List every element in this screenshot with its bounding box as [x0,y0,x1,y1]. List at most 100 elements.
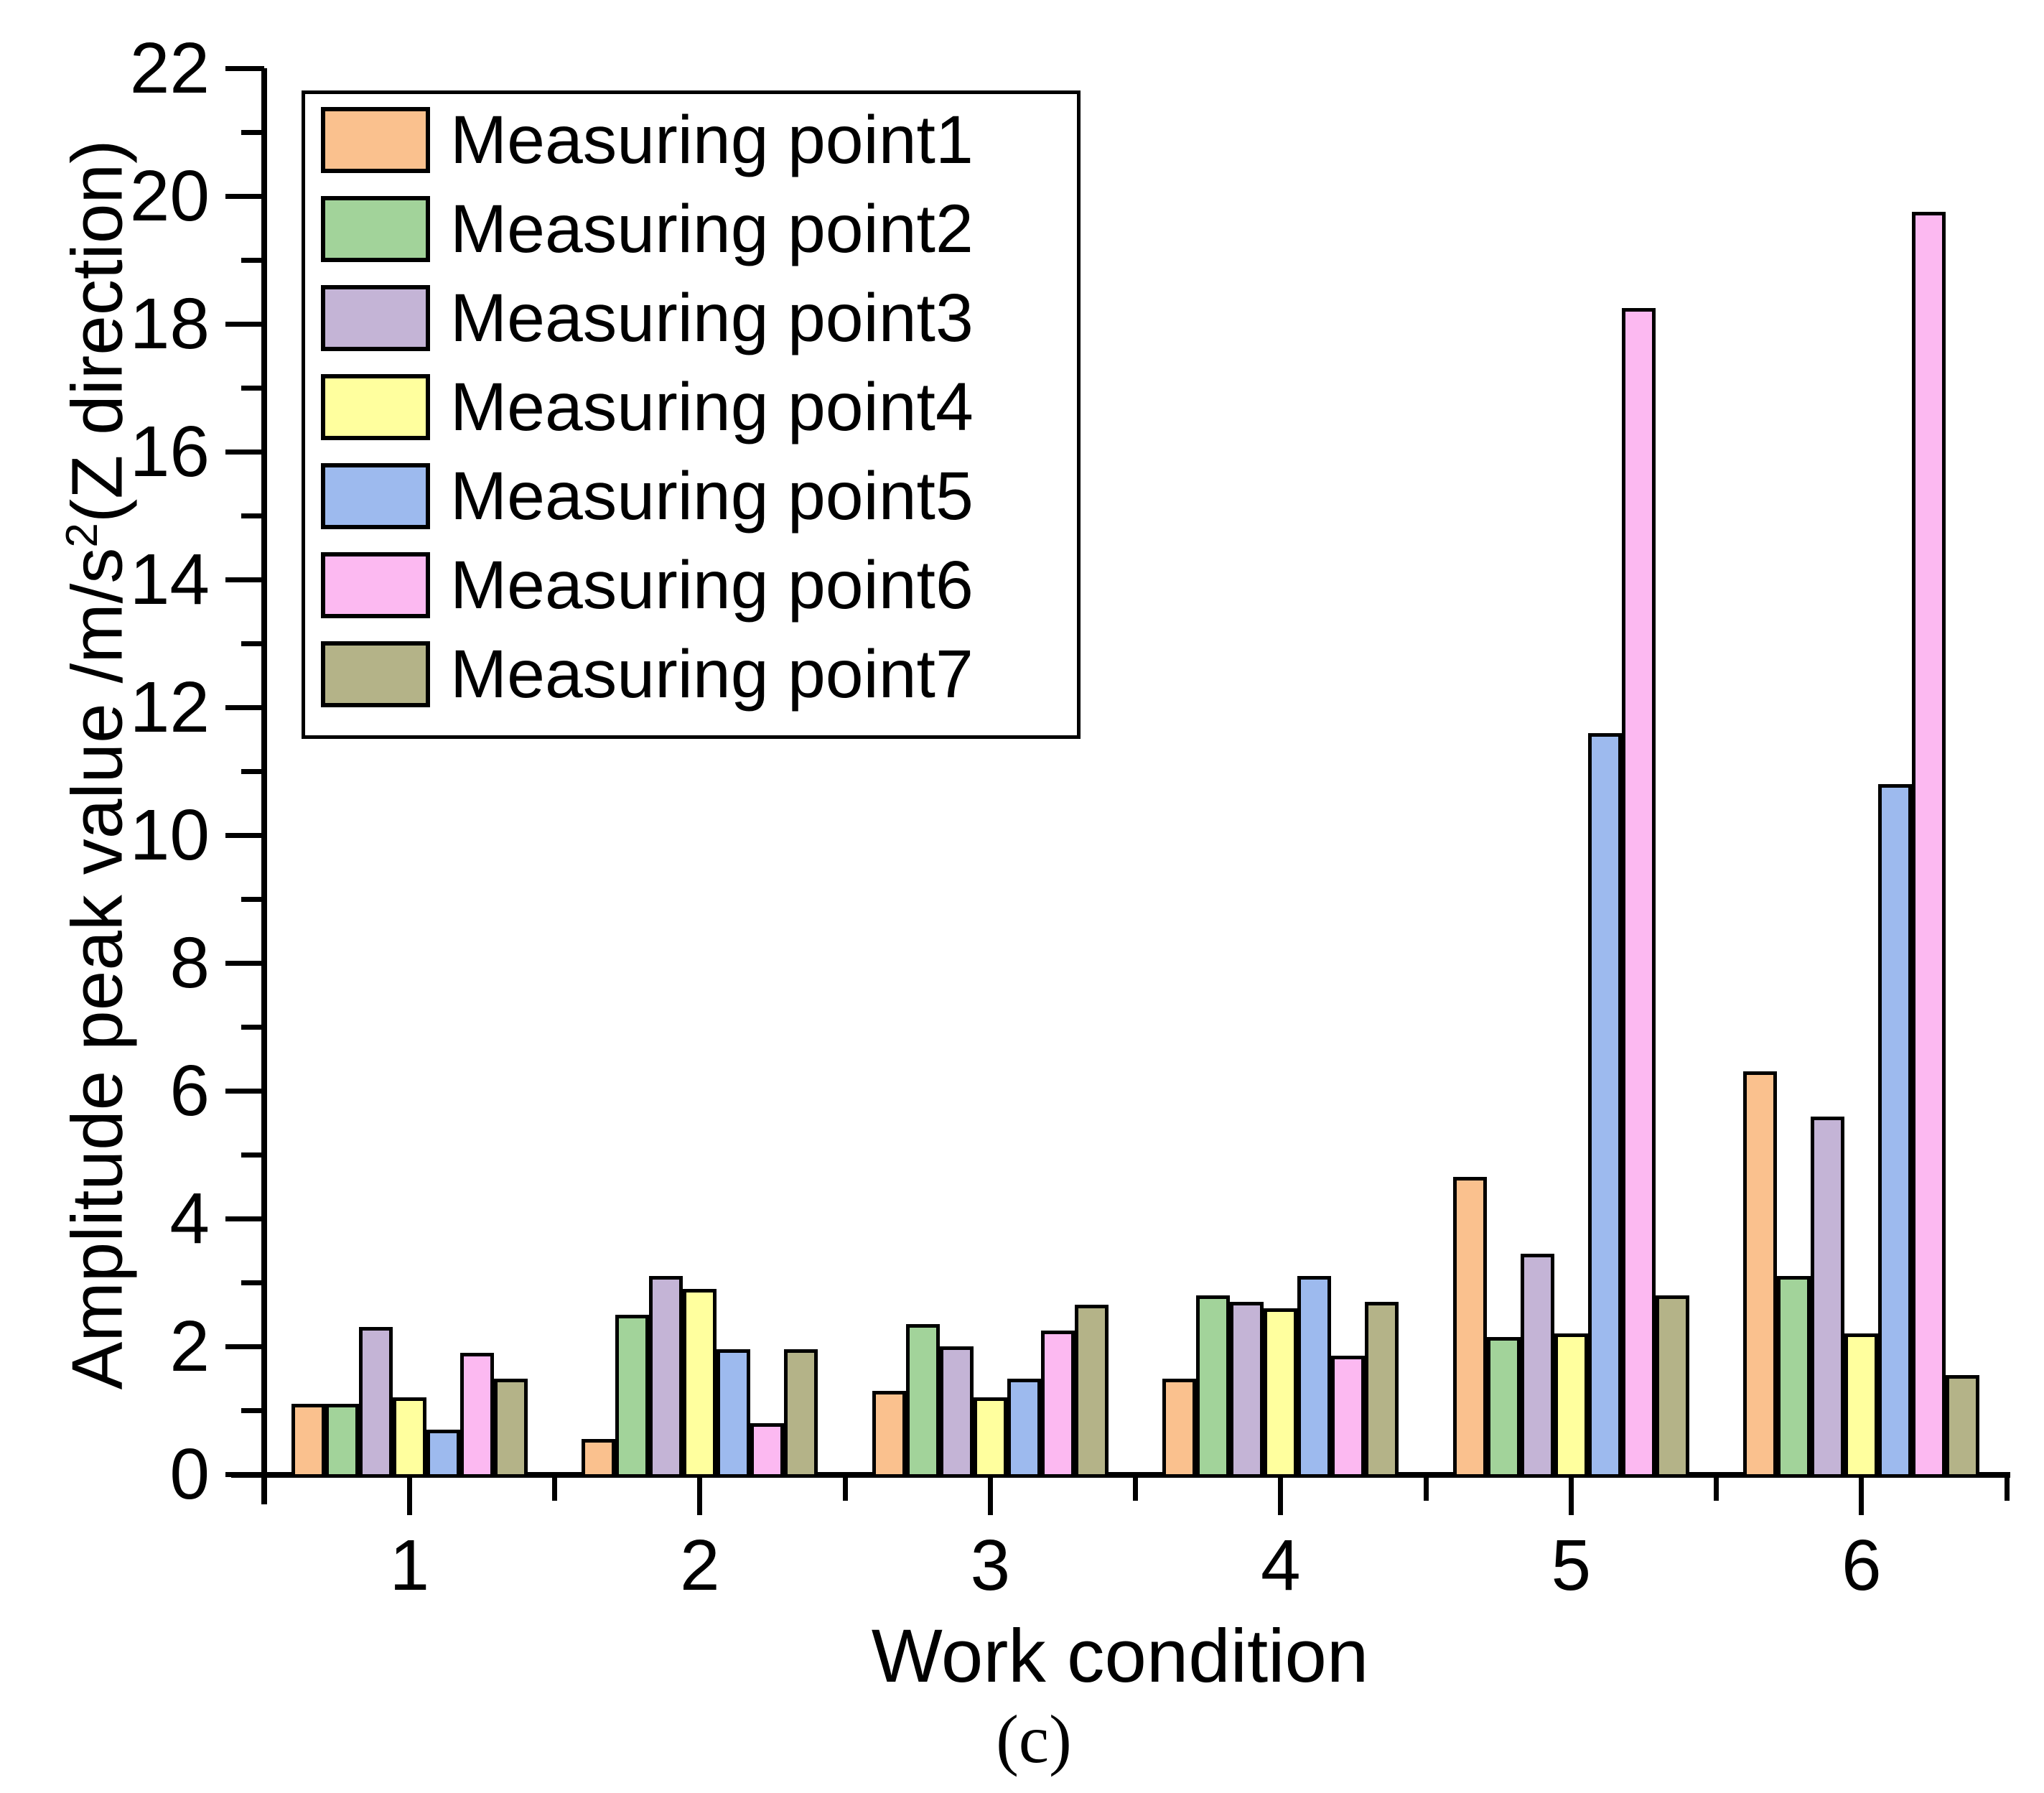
bar-measuring-point2-wc3 [905,1323,940,1478]
legend-box: Measuring point1 Measuring point2 Measurin… [302,90,1081,739]
x-tick-label: 4 [1260,1525,1301,1606]
x-tick-minor [1714,1476,1719,1501]
y-tick-label: 16 [129,411,210,492]
bar-measuring-point7-wc4 [1365,1301,1399,1478]
bar-measuring-point5-wc2 [717,1349,751,1478]
y-tick-label: 12 [129,667,210,748]
y-tick-major [225,577,264,582]
legend-label: Measuring point1 [450,101,974,178]
x-tick-minor [842,1476,848,1501]
legend-swatch [321,196,430,262]
y-tick-label: 20 [129,156,210,236]
y-tick-major [225,704,264,710]
legend-item: Measuring point1 [321,101,974,178]
bar-measuring-point1-wc4 [1162,1378,1197,1478]
y-tick-major [225,193,264,199]
y-tick-minor [241,641,264,646]
x-tick-major [1278,1476,1284,1515]
legend-swatch [321,107,430,173]
y-tick-label: 14 [129,539,210,620]
bar-measuring-point5-wc1 [426,1429,460,1478]
x-tick-major [987,1476,993,1515]
x-tick-label: 3 [970,1525,1011,1606]
y-tick-label: 22 [129,28,210,108]
legend-label: Measuring point4 [450,368,974,445]
bar-measuring-point7-wc2 [784,1349,818,1478]
bar-measuring-point5-wc3 [1007,1378,1041,1478]
y-tick-minor [241,513,264,518]
bar-measuring-point4-wc2 [683,1288,717,1478]
x-tick-major [1859,1476,1865,1515]
bar-measuring-point6-wc1 [459,1352,494,1478]
x-tick-label: 6 [1841,1525,1882,1606]
legend-swatch [321,641,430,707]
y-tick-major [225,65,264,71]
bar-measuring-point4-wc5 [1554,1333,1588,1478]
x-tick-major [406,1476,412,1515]
y-tick-major [225,1343,264,1349]
bar-measuring-point2-wc1 [325,1404,359,1478]
y-tick-minor [241,1280,264,1285]
bar-measuring-point3-wc2 [649,1276,683,1478]
legend-item: Measuring point4 [321,368,974,445]
x-axis-line [231,1472,2010,1478]
bar-measuring-point6-wc2 [750,1422,785,1478]
x-tick-major [1568,1476,1574,1515]
bar-measuring-point4-wc6 [1844,1333,1879,1478]
figure-caption: (c) [996,1701,1072,1777]
y-tick-minor [241,385,264,391]
bar-measuring-point1-wc3 [872,1391,906,1478]
bar-measuring-point5-wc5 [1587,732,1622,1478]
bar-measuring-point2-wc6 [1777,1276,1811,1478]
bar-measuring-point3-wc4 [1230,1301,1264,1478]
bar-measuring-point7-wc5 [1655,1295,1689,1478]
legend-label: Measuring point6 [450,546,974,623]
bar-measuring-point2-wc2 [615,1314,650,1478]
y-tick-major [225,449,264,455]
bar-measuring-point2-wc5 [1486,1336,1521,1478]
y-axis-title-suffix: (Z direction) [57,139,138,523]
bar-measuring-point3-wc3 [939,1346,974,1478]
y-tick-major [225,1471,264,1477]
x-tick-major [697,1476,703,1515]
bar-measuring-point6-wc6 [1912,212,1946,1478]
legend-label: Measuring point2 [450,190,974,267]
legend-item: Measuring point3 [321,279,974,356]
x-tick-minor [2004,1476,2010,1501]
legend-swatch [321,374,430,440]
y-tick-minor [241,129,264,135]
bar-measuring-point4-wc3 [973,1397,1007,1478]
bar-measuring-point1-wc5 [1452,1177,1487,1478]
x-tick-minor [1423,1476,1429,1501]
y-tick-minor [241,1152,264,1158]
y-tick-label: 6 [169,1051,210,1131]
legend-item: Measuring point6 [321,546,974,623]
y-tick-label: 10 [129,795,210,875]
y-axis-title-superscript: 2 [57,523,107,548]
legend-label: Measuring point3 [450,279,974,356]
bar-measuring-point5-wc4 [1297,1276,1332,1478]
bar-measuring-point4-wc4 [1264,1308,1298,1478]
bar-measuring-point5-wc6 [1878,783,1913,1478]
bar-measuring-point6-wc5 [1621,307,1656,1478]
x-tick-label: 1 [389,1525,430,1606]
bar-measuring-point6-wc3 [1040,1330,1075,1478]
x-tick-label: 2 [679,1525,720,1606]
bar-measuring-point1-wc6 [1743,1071,1778,1478]
bar-measuring-point3-wc1 [358,1327,393,1478]
y-tick-major [225,1216,264,1221]
y-axis-title-prefix: Amplitude peak value /m/s [57,547,138,1390]
y-tick-major [225,832,264,838]
legend-label: Measuring point5 [450,457,974,534]
bar-measuring-point1-wc1 [291,1404,325,1478]
bar-measuring-point3-wc6 [1811,1116,1845,1478]
x-axis-title: Work condition [871,1614,1369,1698]
y-tick-minor [241,896,264,902]
y-tick-label: 4 [169,1178,210,1259]
bar-measuring-point7-wc6 [1946,1375,1980,1478]
y-tick-label: 2 [169,1306,210,1387]
y-tick-minor [241,768,264,774]
bar-measuring-point3-wc5 [1520,1253,1554,1478]
bar-measuring-point4-wc1 [392,1397,426,1478]
